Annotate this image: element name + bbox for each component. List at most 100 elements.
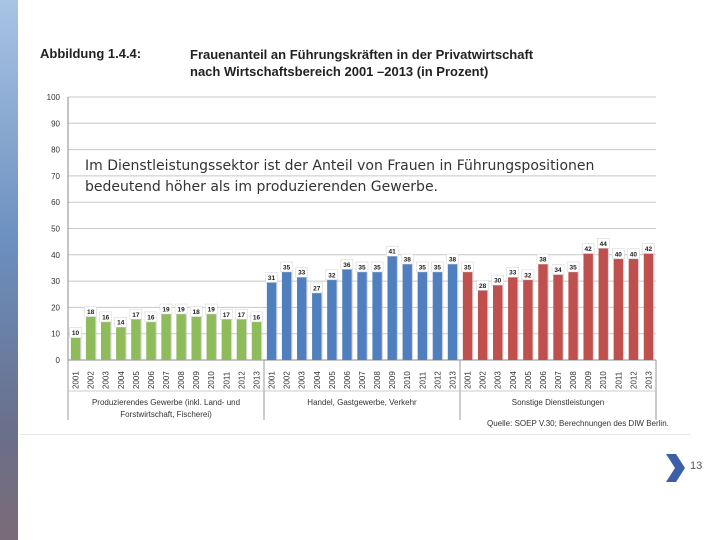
y-tick-label: 20	[51, 303, 60, 312]
y-tick-label: 50	[51, 225, 60, 234]
bar	[372, 267, 382, 360]
bar	[402, 260, 412, 360]
data-label: 27	[313, 285, 321, 292]
data-label: 36	[343, 262, 351, 269]
data-label: 19	[162, 307, 170, 314]
data-label: 18	[87, 309, 95, 316]
data-label-box	[566, 261, 580, 273]
bar	[643, 249, 654, 360]
bar	[598, 244, 608, 360]
x-tick-label: 2009	[388, 371, 397, 389]
x-tick-label: 2005	[328, 371, 337, 389]
x-tick-label: 2001	[72, 371, 81, 389]
data-label: 35	[434, 264, 442, 271]
x-tick-label: 2002	[479, 371, 488, 389]
data-label: 16	[102, 314, 110, 321]
data-label: 17	[238, 312, 246, 319]
data-label: 35	[283, 264, 291, 271]
data-label: 35	[569, 264, 577, 271]
data-label-box	[189, 306, 203, 317]
y-tick-label: 70	[51, 172, 60, 181]
bar	[176, 310, 186, 360]
bar	[342, 265, 352, 360]
data-label-box	[99, 311, 112, 323]
data-label-box	[84, 306, 97, 317]
bar	[387, 252, 397, 360]
bar	[70, 333, 81, 360]
bar	[583, 249, 593, 360]
data-label-box	[310, 282, 324, 294]
bar	[613, 254, 623, 360]
data-label: 34	[554, 267, 562, 274]
x-tick-label: 2007	[162, 371, 171, 389]
x-tick-label: 2010	[403, 371, 412, 389]
group-label: Sonstige Dienstleistungen	[512, 398, 605, 407]
bar	[101, 317, 111, 360]
x-tick-label: 2011	[614, 371, 623, 389]
chevron-right-icon[interactable]	[664, 453, 686, 483]
x-tick-label: 2009	[584, 371, 593, 389]
data-label: 18	[193, 309, 201, 316]
data-label-box	[114, 316, 128, 328]
data-label: 17	[223, 312, 231, 319]
data-label: 16	[253, 314, 261, 321]
figure-title: Frauenanteil an Führungskräften in der P…	[190, 46, 533, 80]
bar	[297, 273, 307, 360]
data-label-box	[431, 261, 444, 273]
bar	[447, 260, 458, 360]
bar	[417, 267, 427, 360]
source-note: Quelle: SOEP V.30; Berechnungen des DIW …	[487, 419, 669, 428]
x-tick-label: 2003	[102, 371, 111, 389]
y-tick-label: 100	[47, 93, 61, 102]
x-tick-label: 2003	[494, 371, 503, 389]
data-label-box	[536, 253, 550, 265]
data-label: 40	[615, 251, 623, 258]
x-tick-label: 2004	[509, 371, 518, 389]
data-label: 35	[373, 264, 381, 271]
slide-caption: Im Dienstleistungssektor ist der Anteil …	[85, 156, 594, 198]
group-label: Forstwirtschaft, Fischerei)	[120, 410, 212, 419]
data-label-box	[220, 309, 233, 320]
x-tick-label: 2013	[252, 371, 261, 389]
data-label-box	[280, 261, 293, 273]
bar	[251, 317, 262, 360]
x-tick-label: 2012	[629, 371, 638, 389]
data-label: 19	[177, 307, 185, 314]
bar	[508, 273, 518, 360]
figure-label: Abbildung 1.4.4:	[40, 46, 142, 61]
x-tick-label: 2002	[283, 371, 292, 389]
y-tick-label: 30	[51, 277, 60, 286]
x-tick-label: 2008	[373, 371, 382, 389]
bar	[327, 275, 337, 360]
data-label: 42	[585, 246, 593, 253]
bar	[432, 267, 443, 360]
data-label: 33	[509, 270, 517, 277]
bar	[206, 310, 216, 360]
data-label-box	[627, 248, 640, 260]
x-tick-label: 2005	[524, 371, 533, 389]
data-label-box	[596, 238, 610, 249]
data-label-box	[521, 269, 535, 281]
data-label: 38	[449, 257, 457, 264]
x-tick-label: 2008	[569, 371, 578, 389]
bar	[146, 317, 156, 360]
x-tick-label: 2013	[644, 371, 653, 389]
x-tick-label: 2006	[539, 371, 548, 389]
data-label-box	[174, 303, 188, 315]
data-label-box	[355, 261, 369, 273]
bar	[538, 260, 548, 360]
data-label-box	[340, 259, 354, 270]
data-label-box	[159, 303, 173, 315]
x-tick-label: 2013	[448, 371, 457, 389]
x-tick-label: 2011	[418, 371, 427, 389]
bar	[85, 312, 96, 360]
bar	[191, 312, 201, 360]
data-label-box	[265, 272, 278, 283]
slide-caption-line1: Im Dienstleistungssektor ist der Anteil …	[85, 158, 595, 174]
data-label-box	[325, 269, 339, 281]
figure-title-line1: Frauenanteil an Führungskräften in der P…	[190, 47, 534, 62]
x-tick-label: 2005	[132, 371, 141, 389]
x-tick-label: 2012	[433, 371, 442, 389]
x-tick-label: 2012	[237, 371, 246, 389]
